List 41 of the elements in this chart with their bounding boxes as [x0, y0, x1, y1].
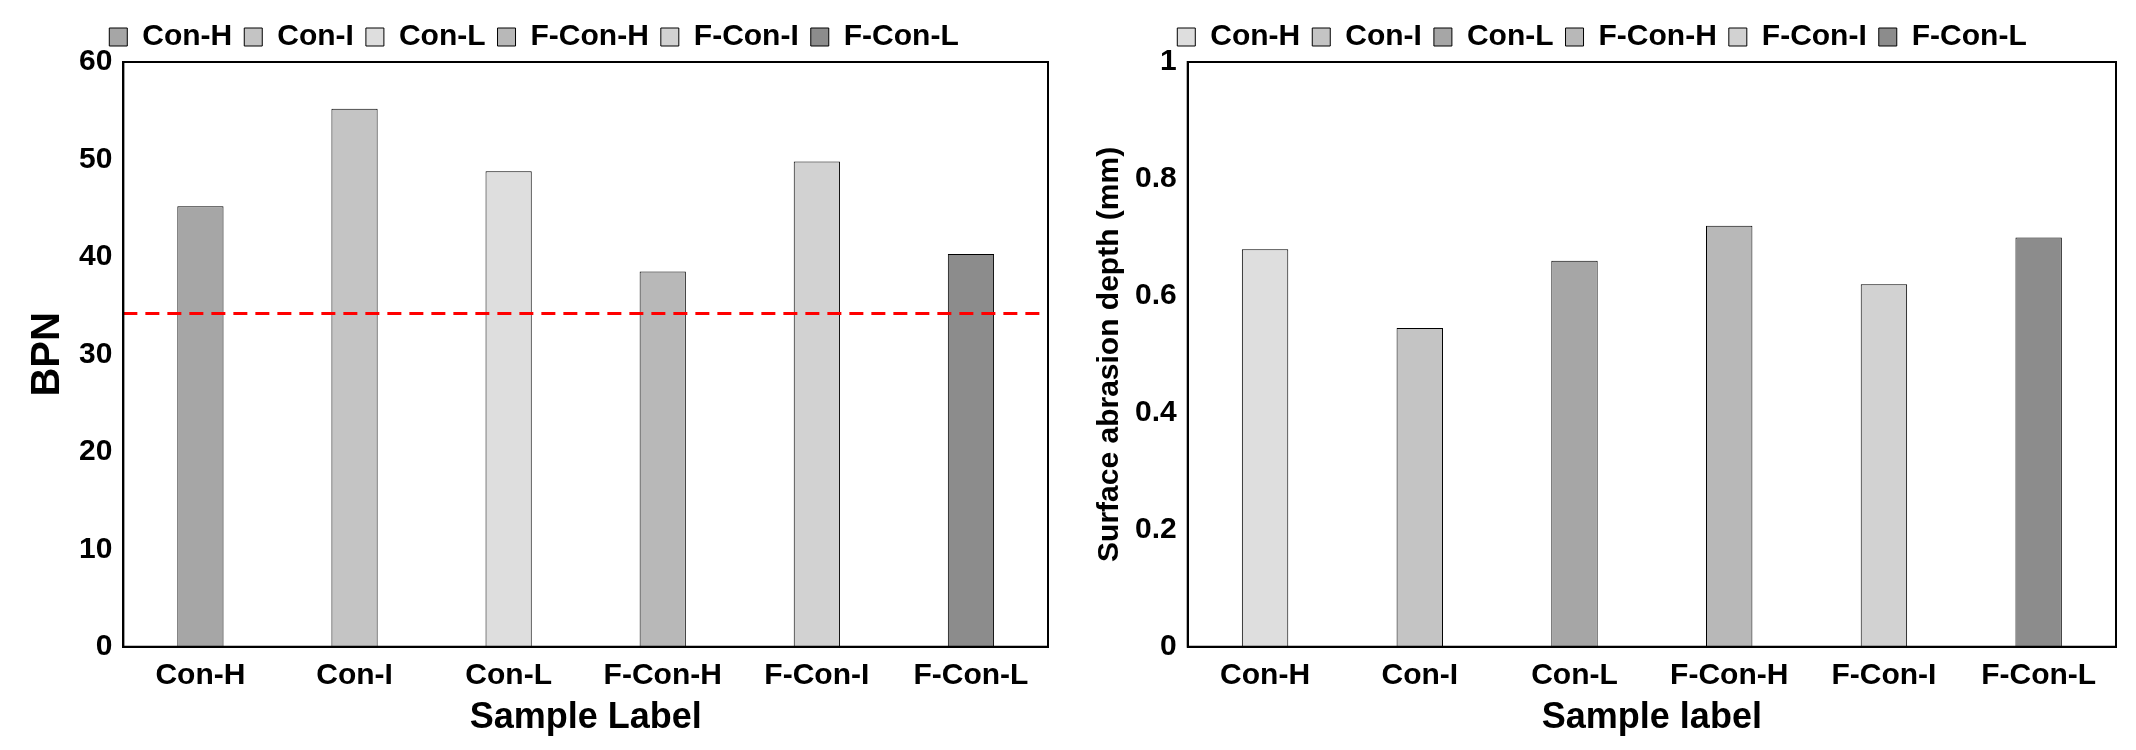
y-tick-label: 50	[78, 140, 113, 174]
legend-label: Con-H	[142, 18, 233, 52]
legend-label: F-Con-H	[530, 18, 649, 52]
legend-label: F-Con-L	[843, 18, 959, 52]
legend-label: F-Con-I	[1761, 18, 1867, 52]
x-tick-label: F-Con-I	[1831, 657, 1937, 691]
x-tick-label: Con-I	[1381, 657, 1459, 691]
legend-label: F-Con-I	[693, 18, 799, 52]
x-tick-label: Con-L	[465, 657, 552, 691]
x-tick-label: F-Con-L	[913, 657, 1029, 691]
y-tick-label: 0.2	[1134, 511, 1177, 545]
y-tick-label: 10	[78, 530, 113, 564]
y-tick-label: 30	[78, 335, 113, 369]
legend-label: F-Con-H	[1598, 18, 1717, 52]
x-axis-title: Sample Label	[469, 695, 702, 737]
y-tick-label: 0	[1160, 628, 1177, 662]
y-axis-title: Surface abrasion depth (mm)	[1091, 146, 1125, 562]
legend-label: Con-I	[277, 18, 354, 52]
y-tick-label: 0	[95, 628, 113, 662]
x-tick-label: F-Con-H	[1670, 657, 1789, 691]
legend-label: F-Con-L	[1911, 18, 2027, 52]
x-tick-label: F-Con-H	[603, 657, 722, 691]
legend-label: Con-L	[1466, 18, 1554, 52]
y-tick-label: 1	[1160, 43, 1177, 77]
y-tick-label: 20	[78, 433, 113, 467]
y-axis-title: BPN	[23, 312, 68, 397]
x-tick-label: Con-I	[316, 657, 393, 691]
x-tick-label: F-Con-L	[1981, 657, 2097, 691]
y-tick-label: 60	[78, 43, 113, 77]
y-tick-label: 0.6	[1134, 277, 1177, 311]
y-tick-label: 0.4	[1134, 394, 1177, 428]
legend-label: Con-L	[398, 18, 486, 52]
legend-label: Con-H	[1210, 18, 1301, 52]
x-tick-label: F-Con-I	[764, 657, 870, 691]
y-tick-label: 40	[78, 238, 113, 272]
x-tick-label: Con-H	[1220, 657, 1311, 691]
x-axis-title: Sample label	[1541, 695, 1762, 737]
y-tick-label: 0.8	[1134, 160, 1177, 194]
x-tick-label: Con-L	[1531, 657, 1618, 691]
legend-label: Con-I	[1345, 18, 1422, 52]
x-tick-label: Con-H	[155, 657, 246, 691]
